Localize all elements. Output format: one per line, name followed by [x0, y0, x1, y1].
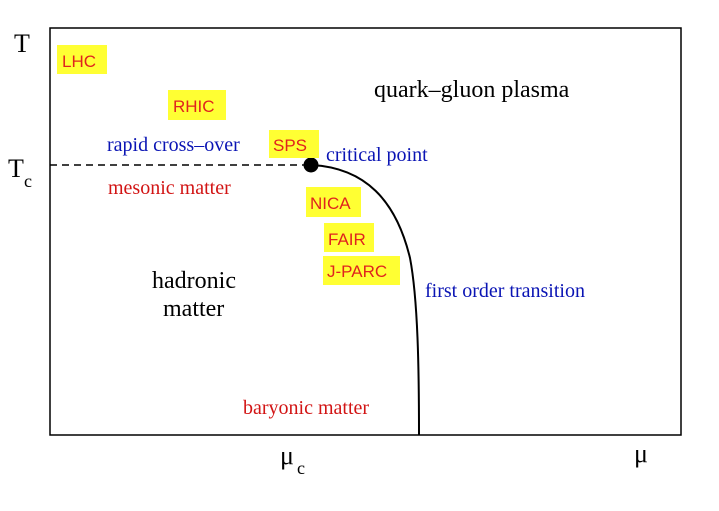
- badge-rhic: RHIC: [168, 90, 226, 120]
- baryonic-label: baryonic matter: [243, 397, 369, 419]
- first-order-curve: [311, 164, 420, 436]
- critical-point-marker: [303, 157, 319, 173]
- svg-text:J-PARC: J-PARC: [327, 262, 387, 281]
- y-axis-label: T: [14, 29, 30, 58]
- svg-text:LHC: LHC: [62, 52, 96, 71]
- plot-frame: [49, 27, 682, 436]
- tc-label: T c: [8, 154, 32, 191]
- crossover-label: rapid cross–over: [107, 134, 240, 156]
- qgp-label: quark–gluon plasma: [374, 77, 570, 103]
- badge-jparc: J-PARC: [323, 256, 400, 285]
- svg-text:T: T: [8, 154, 24, 183]
- badge-nica: NICA: [306, 187, 361, 217]
- svg-text:μ: μ: [280, 441, 294, 470]
- svg-text:SPS: SPS: [273, 136, 307, 155]
- svg-text:c: c: [297, 458, 305, 478]
- svg-text:NICA: NICA: [310, 194, 351, 213]
- badge-fair: FAIR: [324, 223, 374, 252]
- badge-lhc: LHC: [57, 45, 107, 74]
- hadronic-label-line2: matter: [163, 296, 224, 322]
- mesonic-label: mesonic matter: [108, 177, 231, 199]
- muc-label: μ c: [280, 441, 305, 478]
- x-axis-label: μ: [634, 439, 648, 468]
- first-order-label: first order transition: [425, 280, 585, 302]
- svg-text:c: c: [24, 171, 32, 191]
- svg-text:FAIR: FAIR: [328, 230, 366, 249]
- badge-sps: SPS: [269, 130, 319, 158]
- critical-point-label: critical point: [326, 144, 428, 166]
- hadronic-label-line1: hadronic: [152, 268, 236, 294]
- svg-text:RHIC: RHIC: [173, 97, 215, 116]
